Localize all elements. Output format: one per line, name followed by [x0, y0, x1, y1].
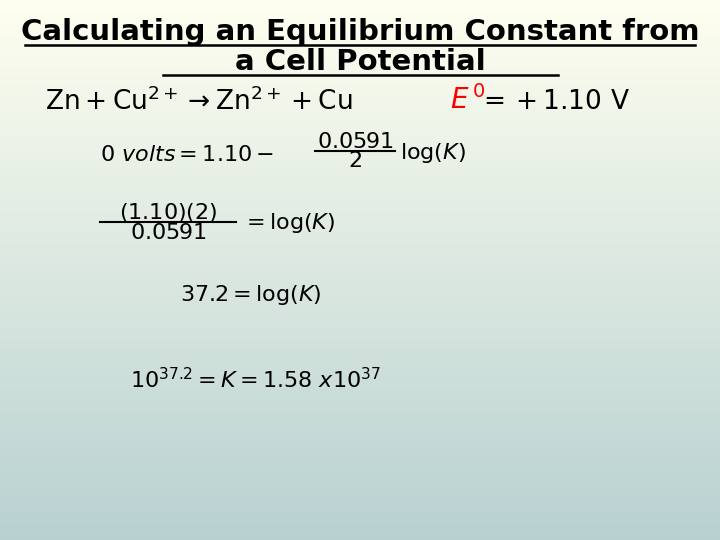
Text: $0.0591$: $0.0591$	[130, 223, 207, 243]
Text: $37.2=\log(K)$: $37.2=\log(K)$	[180, 283, 322, 307]
Text: $0.0591$: $0.0591$	[317, 132, 393, 152]
Text: $2$: $2$	[348, 151, 362, 171]
Text: $(1.10)(2)$: $(1.10)(2)$	[119, 200, 217, 224]
Text: $0\ \mathit{volts} = 1.10 -$: $0\ \mathit{volts} = 1.10 -$	[100, 145, 274, 165]
Text: $=\log(K)$: $=\log(K)$	[242, 211, 336, 235]
Text: $10^{37.2}=K=1.58\ x10^{37}$: $10^{37.2}=K=1.58\ x10^{37}$	[130, 367, 381, 393]
Text: $\mathit{E}^{\,0}$: $\mathit{E}^{\,0}$	[450, 85, 486, 115]
Text: Calculating an Equilibrium Constant from: Calculating an Equilibrium Constant from	[21, 18, 699, 46]
Text: $\mathsf{= + 1.10\ V}$: $\mathsf{= + 1.10\ V}$	[478, 89, 630, 115]
Text: $\mathsf{Zn + Cu^{2+} \rightarrow Zn^{2+} + Cu}$: $\mathsf{Zn + Cu^{2+} \rightarrow Zn^{2+…	[45, 87, 353, 116]
Text: $\log(K)$: $\log(K)$	[400, 141, 466, 165]
Text: a Cell Potential: a Cell Potential	[235, 48, 485, 76]
